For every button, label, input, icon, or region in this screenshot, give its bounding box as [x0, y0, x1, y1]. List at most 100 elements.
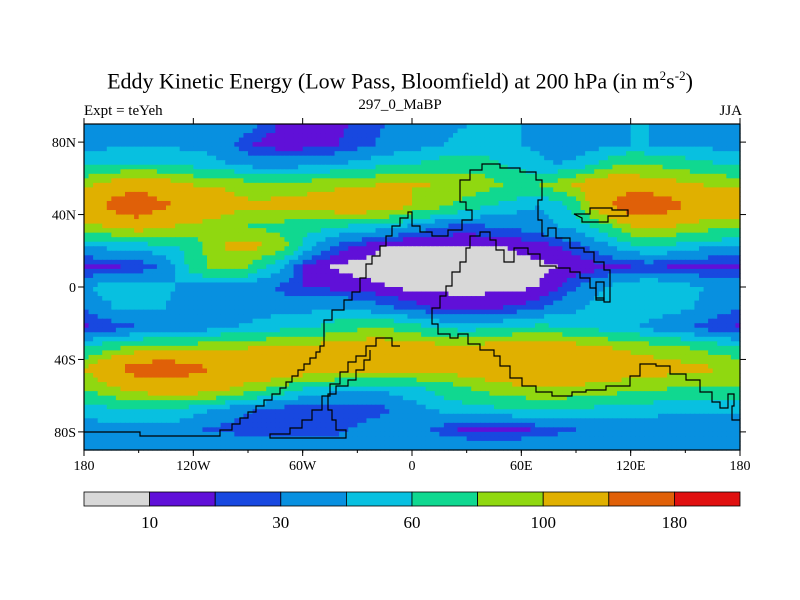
field-cell — [639, 223, 645, 229]
field-cell — [293, 210, 299, 216]
field-cell — [439, 210, 445, 216]
field-cell — [298, 151, 304, 157]
field-cell — [598, 187, 604, 193]
field-cell — [302, 142, 308, 148]
field-cell — [120, 137, 126, 143]
field-cell — [211, 191, 217, 198]
field-cell — [525, 241, 532, 247]
field-cell — [448, 146, 454, 152]
field-cell — [726, 200, 732, 207]
field-cell — [216, 164, 222, 170]
field-cell — [289, 191, 295, 198]
field-cell — [434, 173, 440, 179]
field-cell — [708, 173, 714, 179]
field-cell — [489, 187, 495, 193]
field-cell — [708, 246, 714, 252]
field-cell — [193, 268, 199, 275]
field-cell — [357, 155, 363, 161]
field-cell — [576, 223, 582, 229]
field-cell — [279, 277, 286, 284]
field-cell — [653, 196, 659, 202]
field-cell — [553, 187, 559, 193]
field-cell — [712, 151, 718, 157]
field-cell — [585, 137, 591, 143]
field-cell — [721, 191, 727, 198]
field-cell — [539, 137, 545, 143]
field-cell — [503, 277, 509, 284]
field-cell — [125, 151, 131, 157]
field-cell — [703, 151, 709, 157]
field-cell — [129, 255, 135, 261]
field-cell — [434, 178, 440, 184]
field-cell — [334, 246, 340, 252]
field-cell — [421, 268, 427, 275]
field-cell — [220, 255, 226, 261]
field-cell — [453, 128, 459, 134]
field-cell — [147, 214, 153, 220]
field-cell — [521, 164, 527, 170]
field-cell — [339, 151, 345, 157]
field-cell — [325, 219, 331, 225]
field-cell — [557, 164, 563, 170]
field-cell — [676, 133, 682, 139]
field-cell — [443, 178, 450, 184]
field-cell — [225, 151, 231, 157]
field-cell — [475, 214, 481, 220]
field-cell — [571, 178, 577, 184]
field-cell — [685, 237, 691, 243]
field-cell — [129, 182, 135, 188]
field-cell — [667, 200, 673, 207]
field-cell — [694, 228, 700, 234]
field-cell — [352, 205, 358, 211]
field-cell — [129, 128, 135, 134]
field-cell — [548, 214, 554, 220]
field-cell — [156, 255, 163, 261]
field-cell — [712, 214, 718, 220]
field-cell — [503, 137, 509, 143]
field-cell — [275, 128, 281, 134]
field-cell — [421, 277, 427, 284]
field-cell — [658, 273, 664, 279]
field-cell — [393, 173, 399, 179]
field-cell — [658, 205, 664, 211]
field-cell — [389, 187, 395, 193]
field-cell — [676, 259, 682, 265]
field-cell — [216, 223, 222, 229]
field-cell — [220, 196, 226, 202]
field-cell — [630, 219, 636, 225]
field-cell — [557, 160, 563, 166]
field-cell — [352, 241, 358, 247]
field-cell — [320, 196, 327, 202]
field-cell — [489, 259, 495, 265]
field-cell — [653, 169, 659, 175]
field-cell — [389, 264, 395, 270]
field-cell — [339, 187, 345, 193]
field-cell — [653, 128, 659, 134]
field-cell — [439, 223, 445, 229]
field-cell — [129, 169, 135, 175]
field-cell — [717, 214, 723, 220]
field-cell — [730, 255, 737, 261]
field-cell — [216, 200, 222, 207]
field-cell — [371, 241, 377, 247]
field-cell — [553, 255, 559, 261]
field-cell — [516, 178, 522, 184]
field-cell — [261, 200, 267, 207]
field-cell — [548, 182, 554, 188]
field-cell — [325, 133, 331, 139]
field-cell — [156, 210, 163, 216]
field-cell — [630, 151, 636, 157]
field-cell — [694, 219, 700, 225]
field-cell — [366, 200, 372, 207]
field-cell — [371, 124, 377, 130]
field-cell — [512, 187, 518, 193]
field-cell — [685, 164, 691, 170]
field-cell — [211, 210, 217, 216]
field-cell — [270, 137, 276, 143]
field-cell — [598, 124, 604, 130]
field-cell — [211, 273, 217, 279]
field-cell — [339, 210, 345, 216]
field-cell — [284, 246, 290, 252]
field-cell — [307, 133, 313, 139]
field-cell — [248, 200, 254, 207]
